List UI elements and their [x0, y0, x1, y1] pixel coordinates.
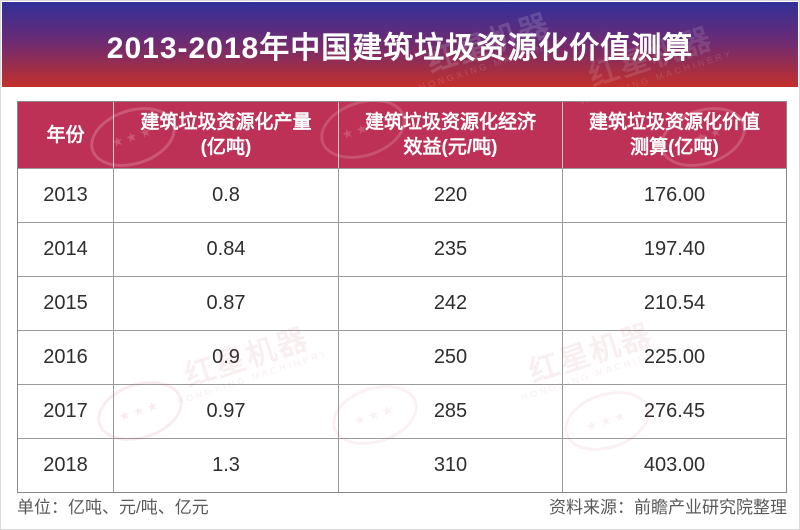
cell-year: 2014 [18, 223, 114, 276]
cell-output: 0.97 [114, 385, 339, 438]
cell-year: 2015 [18, 277, 114, 330]
source-note: 资料来源：前瞻产业研究院整理 [549, 498, 787, 517]
cell-output: 0.87 [114, 277, 339, 330]
units-note: 单位：亿吨、元/吨、亿元 [17, 498, 209, 517]
cell-output: 1.3 [114, 439, 339, 492]
header-cell-value: 建筑垃圾资源化价值 测算(亿吨) [588, 112, 760, 158]
cell-output: 0.8 [114, 169, 339, 222]
table-row: 2017 0.97 285 276.45 [18, 384, 786, 438]
table-row: 2016 0.9 250 225.00 [18, 330, 786, 384]
cell-benefit: 310 [339, 439, 563, 492]
cell-benefit: 250 [339, 331, 563, 384]
cell-value: 225.00 [643, 346, 706, 368]
table-header-row: 年份 建筑垃圾资源化产量 (亿吨) 建筑垃圾资源化经济 效益(元/吨) 建筑垃圾… [18, 102, 786, 168]
cell-benefit: 235 [339, 223, 563, 276]
header-cell-benefit: 建筑垃圾资源化经济 效益(元/吨) [339, 102, 563, 168]
table-row: 2013 0.8 220 176.00 [18, 168, 786, 222]
cell-benefit: 285 [339, 385, 563, 438]
table-row: 2018 1.3 310 403.00 [18, 438, 786, 492]
cell-year: 2016 [18, 331, 114, 384]
cell-year: 2018 [18, 439, 114, 492]
cell-benefit: 242 [339, 277, 563, 330]
footnotes: 单位：亿吨、元/吨、亿元 资料来源：前瞻产业研究院整理 [17, 493, 787, 518]
cell-output: 0.9 [114, 331, 339, 384]
table-row: 2015 0.87 242 210.54 [18, 276, 786, 330]
page-title: 2013-2018年中国建筑垃圾资源化价值测算 [106, 31, 694, 65]
cell-benefit: 220 [339, 169, 563, 222]
table-body: 2013 0.8 220 176.00 2014 0.84 235 197.40 2015 0.8… [18, 168, 786, 492]
title-banner: 2013-2018年中国建筑垃圾资源化价值测算 [2, 2, 798, 87]
cell-year: 2017 [18, 385, 114, 438]
header-cell-year: 年份 [18, 102, 114, 168]
data-table: 年份 建筑垃圾资源化产量 (亿吨) 建筑垃圾资源化经济 效益(元/吨) 建筑垃圾… [17, 101, 787, 493]
header-cell-output: 建筑垃圾资源化产量 (亿吨) [114, 102, 339, 168]
cell-value: 403.00 [643, 454, 706, 476]
cell-value: 210.54 [643, 292, 706, 314]
cell-year: 2013 [18, 169, 114, 222]
cell-output: 0.84 [114, 223, 339, 276]
cell-value: 276.45 [643, 400, 706, 422]
cell-value: 176.00 [643, 184, 706, 206]
table-row: 2014 0.84 235 197.40 [18, 222, 786, 276]
cell-value: 197.40 [643, 238, 706, 260]
